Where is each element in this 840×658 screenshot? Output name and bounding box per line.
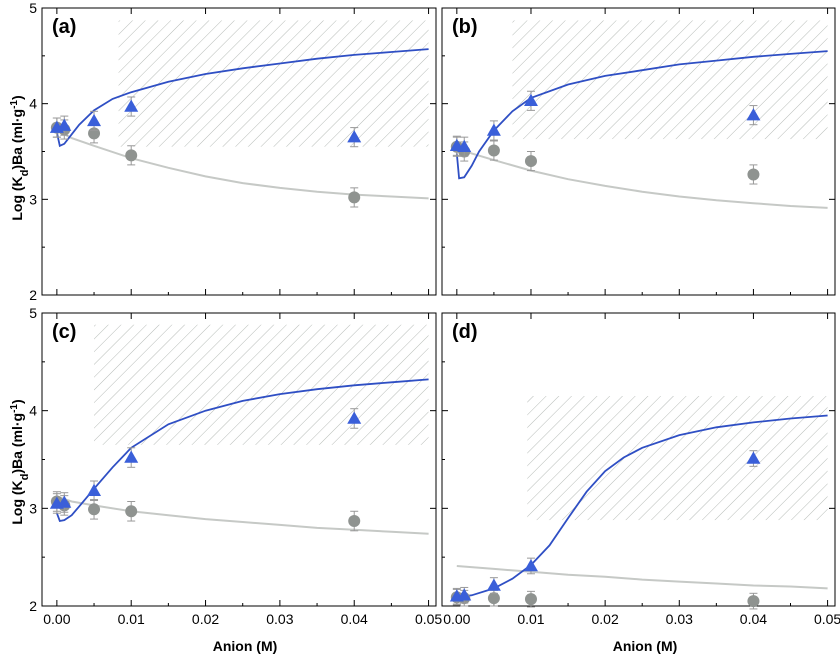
x-tick-label: 0.00 (43, 611, 70, 627)
ylabel-sup: -1 (9, 404, 20, 413)
y-tick-label: 4 (29, 96, 37, 112)
blue-model-curve (455, 50, 828, 180)
ylabel-main: Log (K (9, 480, 25, 524)
hatched-region (94, 324, 429, 445)
panel-label: (d) (452, 321, 478, 343)
panel-label: (b) (452, 16, 478, 38)
gray-model-curve (56, 495, 429, 535)
ylabel-main: Log (K (9, 176, 25, 220)
triangle-point (486, 123, 501, 136)
y-tick-label: 5 (29, 305, 37, 321)
triangle-point (57, 495, 72, 508)
triangle-point (746, 451, 761, 464)
triangle-point (124, 99, 139, 112)
circle-point (348, 191, 361, 204)
x-tick-label: 0.01 (517, 611, 544, 627)
circle-point (747, 595, 760, 608)
x-tick-label: 0.05 (814, 611, 840, 627)
y-tick-label: 3 (29, 500, 37, 516)
panel-label: (c) (52, 321, 76, 343)
ylabel-end: ) (9, 95, 25, 100)
triangle-point (486, 578, 501, 591)
ylabel-end: ) (9, 399, 25, 404)
x-tick-label: 0.05 (415, 611, 442, 627)
gray-model-curve (56, 129, 429, 200)
x-tick-label: 0.04 (341, 611, 368, 627)
panel-label: (a) (52, 16, 76, 38)
circle-point (348, 515, 361, 528)
panel-d: 0.00 0.01 0.02 0.03 0.04 0.05 (d) (441, 312, 840, 627)
y-axis-title-bottom: Log (Kd)Ba (ml·g-1) (9, 399, 32, 524)
circle-point (747, 168, 760, 181)
triangle-point (347, 411, 362, 424)
x-tick-label: 0.02 (192, 611, 219, 627)
y-tick-label: 4 (29, 403, 37, 419)
triangle-point (457, 588, 472, 601)
ylabel-sup: -1 (9, 100, 20, 109)
circle-point (125, 505, 138, 518)
x-tick-label: 0.00 (443, 611, 470, 627)
ylabel-post: )Ba (ml·g (9, 413, 25, 474)
blue-model-curve (56, 378, 429, 523)
y-tick-label: 5 (29, 0, 37, 16)
hatched-region (527, 396, 828, 521)
x-tick-label: 0.04 (740, 611, 767, 627)
blue-model-curve (456, 414, 828, 599)
ylabel-sub: d (19, 474, 31, 481)
triangle-point (124, 450, 139, 463)
gray-model-curve (456, 145, 828, 209)
x-tick-label: 0.03 (666, 611, 693, 627)
circle-point (88, 503, 101, 516)
panels-group: 2 3 4 5 (a) (b) 0.00 0.01 0.02 0.03 0.04 0.05 2 3 4 5 (c… (29, 0, 840, 627)
panel-c: 0.00 0.01 0.02 0.03 0.04 0.05 2 3 4 5 (c) (29, 305, 442, 627)
x-axis-title-right: Anion (M) (613, 638, 678, 654)
x-tick-label: 0.03 (266, 611, 293, 627)
hatched-region (118, 20, 429, 147)
circle-point (487, 592, 500, 605)
ylabel-post: )Ba (ml·g (9, 109, 25, 170)
y-axis-title-top: Log (Kd)Ba (ml·g-1) (9, 95, 32, 220)
y-tick-label: 2 (29, 287, 37, 303)
triangle-point (457, 139, 472, 152)
panel-a: 2 3 4 5 (a) (29, 0, 437, 303)
gray-model-curve (456, 565, 828, 590)
x-axis-title-left: Anion (M) (213, 638, 278, 654)
y-tick-label: 3 (29, 191, 37, 207)
triangle-point (523, 93, 538, 107)
triangle-point (347, 130, 362, 143)
circle-point (487, 144, 500, 157)
circle-point (524, 155, 537, 168)
y-tick-label: 2 (29, 598, 37, 614)
x-tick-label: 0.01 (118, 611, 145, 627)
triangle-point (87, 483, 102, 497)
panel-b: (b) (441, 7, 836, 296)
triangle-point (746, 108, 761, 121)
triangle-point (87, 113, 102, 127)
triangle-point (57, 118, 72, 131)
ylabel-sub: d (19, 170, 31, 177)
triangle-point (523, 558, 538, 572)
hatched-region (512, 20, 828, 140)
x-tick-label: 0.02 (592, 611, 619, 627)
circle-point (524, 593, 537, 606)
circle-point (125, 149, 138, 162)
